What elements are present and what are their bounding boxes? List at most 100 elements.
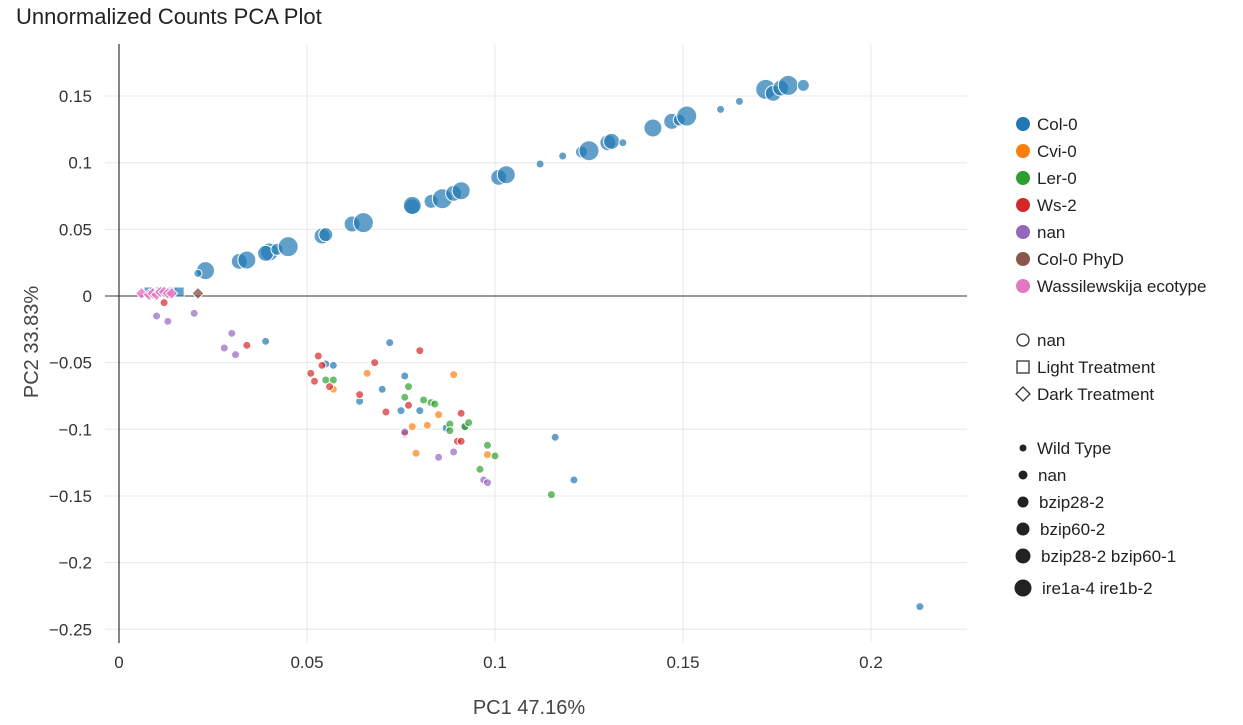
data-point[interactable] xyxy=(496,165,516,185)
data-point[interactable] xyxy=(419,395,429,405)
data-point[interactable] xyxy=(237,250,257,270)
data-point[interactable] xyxy=(317,360,327,370)
data-point[interactable] xyxy=(475,464,485,474)
data-point[interactable] xyxy=(219,343,229,353)
data-point[interactable] xyxy=(676,105,698,127)
data-point[interactable] xyxy=(716,104,726,114)
data-point[interactable] xyxy=(550,432,560,442)
data-point[interactable] xyxy=(434,410,444,420)
data-point[interactable] xyxy=(407,422,417,432)
legend-size-label: nan xyxy=(1038,466,1066,485)
legend-shape-label: Dark Treatment xyxy=(1037,385,1154,404)
data-point[interactable] xyxy=(404,400,414,410)
data-point[interactable] xyxy=(400,392,410,402)
data-point[interactable] xyxy=(242,340,252,350)
x-tick-label: 0.1 xyxy=(483,653,507,672)
data-point[interactable] xyxy=(777,74,799,96)
legend-size-label: Wild Type xyxy=(1037,439,1111,458)
data-point[interactable] xyxy=(535,159,545,169)
data-point[interactable] xyxy=(377,384,387,394)
data-point[interactable] xyxy=(445,426,455,436)
legend-shape-label: Light Treatment xyxy=(1037,358,1155,377)
data-point[interactable] xyxy=(456,408,466,418)
data-point[interactable] xyxy=(643,118,663,138)
legend: Col-0 Cvi-0 Ler-0 Ws-2 nan Col-0 PhyD Wassilew… xyxy=(1014,115,1206,598)
data-point[interactable] xyxy=(569,475,579,485)
legend-size-label: bzip28-2 xyxy=(1039,493,1104,512)
scatter-points[interactable] xyxy=(134,74,925,612)
data-point[interactable] xyxy=(449,370,459,380)
data-point[interactable] xyxy=(618,138,628,148)
data-point[interactable] xyxy=(400,427,410,437)
data-point[interactable] xyxy=(159,298,169,308)
data-point[interactable] xyxy=(261,336,271,346)
data-point[interactable] xyxy=(482,450,492,460)
data-point[interactable] xyxy=(422,420,432,430)
legend-color-label: Ler-0 xyxy=(1037,169,1077,188)
data-point[interactable] xyxy=(164,286,179,301)
legend-color-swatch xyxy=(1016,252,1030,266)
data-point[interactable] xyxy=(546,490,556,500)
x-tick-label: 0.2 xyxy=(859,653,883,672)
legend-square-marker xyxy=(1016,360,1030,374)
data-point[interactable] xyxy=(796,78,810,92)
data-point[interactable] xyxy=(482,440,492,450)
data-point[interactable] xyxy=(328,360,338,370)
data-point[interactable] xyxy=(385,338,395,348)
legend-size-marker xyxy=(1019,444,1027,452)
data-point[interactable] xyxy=(411,448,421,458)
data-point[interactable] xyxy=(231,350,241,360)
y-tick-label: −0.1 xyxy=(58,420,92,439)
data-point[interactable] xyxy=(328,375,338,385)
data-point[interactable] xyxy=(277,236,299,258)
data-point[interactable] xyxy=(313,351,323,361)
data-point[interactable] xyxy=(362,368,372,378)
legend-color-label: Wassilewskija ecotype xyxy=(1037,277,1206,296)
data-point[interactable] xyxy=(355,390,365,400)
data-point[interactable] xyxy=(578,140,600,162)
data-point[interactable] xyxy=(915,602,925,612)
data-point[interactable] xyxy=(189,308,199,318)
data-point[interactable] xyxy=(400,371,410,381)
legend-color-label: Col-0 xyxy=(1037,115,1078,134)
legend-size-marker xyxy=(1015,548,1031,564)
data-point[interactable] xyxy=(318,227,334,243)
data-point[interactable] xyxy=(451,181,471,201)
data-point[interactable] xyxy=(381,407,391,417)
data-point[interactable] xyxy=(456,436,466,446)
data-point[interactable] xyxy=(152,311,162,321)
data-point[interactable] xyxy=(490,451,500,461)
data-point[interactable] xyxy=(449,447,459,457)
data-point[interactable] xyxy=(163,316,173,326)
data-point[interactable] xyxy=(370,358,380,368)
legend-size-marker xyxy=(1017,496,1029,508)
legend-size-label: bzip60-2 xyxy=(1040,520,1105,539)
y-tick-label: −0.25 xyxy=(49,620,92,639)
data-point[interactable] xyxy=(227,328,237,338)
data-point[interactable] xyxy=(434,452,444,462)
data-point[interactable] xyxy=(415,346,425,356)
data-point[interactable] xyxy=(402,195,422,215)
data-point[interactable] xyxy=(734,96,744,106)
data-point[interactable] xyxy=(558,151,568,161)
data-point[interactable] xyxy=(310,376,320,386)
data-point[interactable] xyxy=(603,132,621,150)
data-point[interactable] xyxy=(352,212,374,234)
data-point[interactable] xyxy=(482,478,492,488)
legend-size-label: bzip28-2 bzip60-1 xyxy=(1041,547,1176,566)
data-point[interactable] xyxy=(396,406,406,416)
y-tick-label: 0.05 xyxy=(59,220,92,239)
x-tick-label: 0.05 xyxy=(290,653,323,672)
legend-color-label: nan xyxy=(1037,223,1065,242)
data-point[interactable] xyxy=(325,382,335,392)
x-axis-label: PC1 47.16% xyxy=(473,697,586,719)
data-point[interactable] xyxy=(193,268,203,278)
data-point[interactable] xyxy=(464,418,474,428)
legend-size-marker xyxy=(1016,522,1030,536)
data-point[interactable] xyxy=(404,382,414,392)
data-point[interactable] xyxy=(415,406,425,416)
data-point[interactable] xyxy=(306,368,316,378)
data-point[interactable] xyxy=(430,399,440,409)
data-point[interactable] xyxy=(191,286,205,301)
